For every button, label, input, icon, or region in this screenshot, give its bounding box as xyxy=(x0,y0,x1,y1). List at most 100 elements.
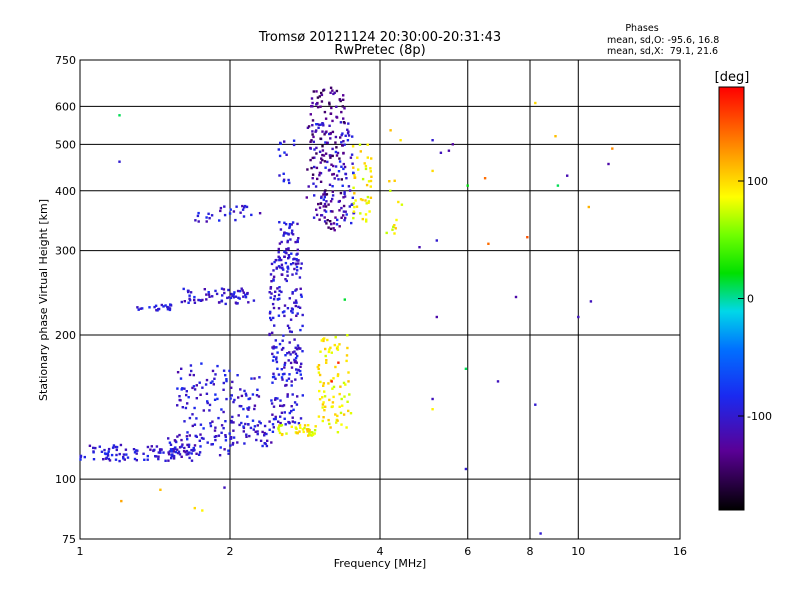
data-point xyxy=(341,144,344,147)
data-point xyxy=(176,387,179,390)
data-point xyxy=(245,205,249,209)
data-point xyxy=(269,316,272,320)
data-point xyxy=(365,202,368,205)
data-point xyxy=(464,367,468,370)
data-point xyxy=(285,251,288,255)
data-point xyxy=(356,156,359,159)
data-point xyxy=(351,162,354,165)
data-point xyxy=(198,299,201,302)
data-point xyxy=(331,147,334,151)
data-point xyxy=(107,450,110,453)
data-point xyxy=(197,211,200,215)
data-point xyxy=(280,290,283,294)
data-point xyxy=(232,429,235,432)
data-point xyxy=(248,434,251,438)
data-point xyxy=(199,433,202,436)
data-point xyxy=(311,119,315,122)
data-point xyxy=(291,221,295,224)
data-point xyxy=(254,430,257,433)
data-point xyxy=(115,448,118,452)
data-point xyxy=(183,446,186,450)
data-point xyxy=(301,313,304,317)
data-point xyxy=(351,135,354,138)
data-point xyxy=(110,453,114,457)
data-point xyxy=(290,410,293,413)
data-point xyxy=(228,432,231,435)
data-point xyxy=(319,161,322,164)
data-point xyxy=(352,171,355,174)
data-point xyxy=(321,406,324,409)
data-point xyxy=(188,297,191,300)
data-point xyxy=(336,151,340,155)
data-point xyxy=(201,386,204,389)
data-point xyxy=(249,426,253,430)
data-point xyxy=(272,345,275,348)
data-point xyxy=(198,451,202,454)
data-point xyxy=(286,352,289,355)
data-point xyxy=(92,458,96,461)
data-point xyxy=(299,417,303,420)
data-point xyxy=(295,431,299,434)
data-point xyxy=(305,428,309,431)
data-point xyxy=(193,301,197,304)
data-point xyxy=(317,371,321,374)
data-point xyxy=(190,452,193,455)
data-point xyxy=(266,439,269,442)
data-point xyxy=(231,441,235,445)
data-point xyxy=(92,446,95,450)
data-point xyxy=(242,430,245,433)
data-point xyxy=(220,300,224,303)
data-point xyxy=(337,361,340,364)
data-point xyxy=(202,409,205,412)
data-point xyxy=(394,227,397,230)
data-point xyxy=(251,419,255,422)
data-point xyxy=(245,394,248,397)
data-point xyxy=(339,385,342,388)
data-point xyxy=(283,411,286,414)
data-point xyxy=(285,247,288,251)
data-point xyxy=(364,167,368,171)
data-point xyxy=(400,203,404,206)
data-point xyxy=(344,383,347,386)
data-point xyxy=(178,395,181,398)
data-point xyxy=(193,406,196,410)
data-point xyxy=(309,433,312,437)
data-point xyxy=(285,379,289,382)
data-point xyxy=(350,203,353,206)
data-point xyxy=(340,141,343,144)
data-point xyxy=(324,205,328,208)
data-point xyxy=(318,171,322,175)
data-point xyxy=(284,223,288,226)
data-point xyxy=(312,182,315,185)
data-point xyxy=(287,178,290,182)
x-tick-label: 2 xyxy=(227,545,234,558)
data-point xyxy=(207,212,210,215)
data-point xyxy=(343,143,346,146)
stats-line-x: mean, sd,X: 79.1, 21.6 xyxy=(607,46,718,57)
data-point xyxy=(219,446,222,449)
data-point xyxy=(223,291,226,295)
y-tick-label: 100 xyxy=(55,473,76,486)
data-point xyxy=(339,121,343,124)
data-point xyxy=(242,295,245,298)
data-point xyxy=(611,147,614,150)
data-point xyxy=(331,185,334,188)
data-point xyxy=(278,256,281,260)
data-point xyxy=(295,253,298,256)
data-point xyxy=(220,424,224,427)
data-point xyxy=(297,237,300,240)
data-point xyxy=(281,433,284,436)
data-point xyxy=(392,225,395,228)
data-point xyxy=(331,405,334,408)
data-point xyxy=(319,137,322,140)
data-point xyxy=(287,377,291,380)
data-point xyxy=(257,395,261,398)
data-point xyxy=(288,297,291,300)
data-point xyxy=(278,424,281,427)
data-point xyxy=(172,450,176,453)
data-point xyxy=(302,430,305,434)
x-tick-label: 16 xyxy=(673,545,687,558)
data-point xyxy=(275,346,278,349)
data-point xyxy=(295,288,298,291)
data-point xyxy=(367,180,371,183)
